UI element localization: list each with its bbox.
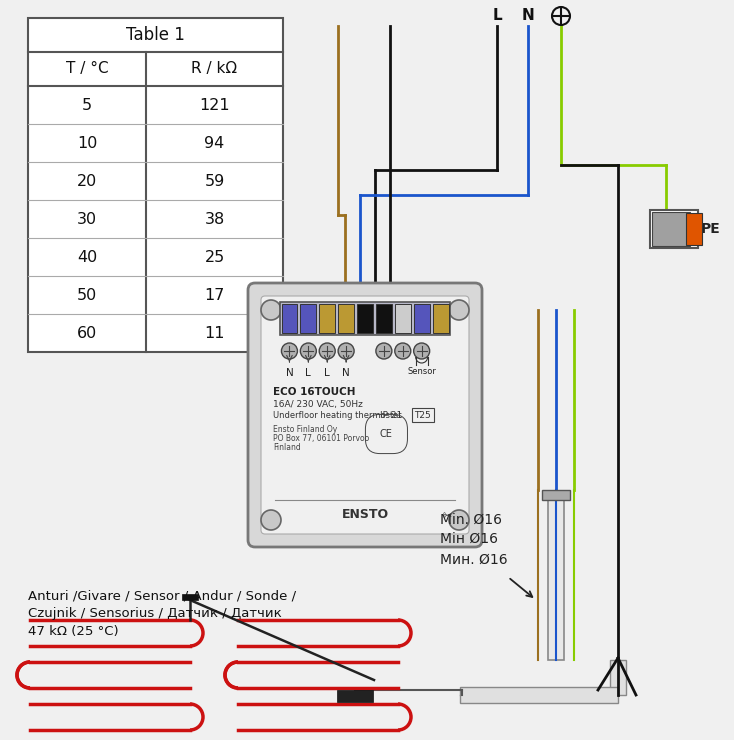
Circle shape: [449, 300, 469, 320]
FancyBboxPatch shape: [248, 283, 482, 547]
Circle shape: [261, 510, 281, 530]
Text: L: L: [305, 368, 311, 378]
Text: 11: 11: [204, 326, 225, 340]
Bar: [610, 660, 626, 695]
Bar: [376, 304, 392, 333]
Text: R / kΩ: R / kΩ: [192, 61, 238, 76]
Bar: [686, 213, 702, 245]
Bar: [650, 210, 698, 248]
Text: Underfloor heating thermostat: Underfloor heating thermostat: [273, 411, 401, 420]
Text: T / °C: T / °C: [65, 61, 109, 76]
Text: Ensto Finland Oy: Ensto Finland Oy: [273, 425, 337, 434]
Text: ECO 16TOUCH: ECO 16TOUCH: [273, 387, 355, 397]
Text: 30: 30: [77, 212, 97, 226]
Circle shape: [449, 510, 469, 530]
Text: 25: 25: [204, 249, 225, 264]
Bar: [542, 490, 570, 500]
Circle shape: [395, 343, 411, 359]
Text: N: N: [522, 8, 534, 24]
Bar: [282, 304, 297, 333]
Bar: [412, 408, 434, 422]
Text: Anturi /Givare / Sensor / Andur / Sonde /: Anturi /Givare / Sensor / Andur / Sonde …: [28, 590, 296, 602]
Text: 94: 94: [204, 135, 225, 150]
Text: Мин. Ø16: Мин. Ø16: [440, 553, 508, 567]
Text: PE: PE: [701, 222, 721, 236]
Text: Czujnik / Sensorius / Датчик / Датчик: Czujnik / Sensorius / Датчик / Датчик: [28, 608, 282, 621]
Bar: [337, 690, 373, 702]
Text: L: L: [324, 368, 330, 378]
Bar: [182, 594, 198, 600]
Circle shape: [261, 300, 281, 320]
Text: 40: 40: [77, 249, 97, 264]
Bar: [338, 304, 354, 333]
Text: 60: 60: [77, 326, 97, 340]
Text: Мін Ø16: Мін Ø16: [440, 533, 498, 547]
Text: Sensor: Sensor: [407, 366, 436, 375]
Bar: [414, 304, 429, 333]
Text: 16A/ 230 VAC, 50Hz: 16A/ 230 VAC, 50Hz: [273, 400, 363, 409]
Circle shape: [414, 343, 429, 359]
Bar: [357, 304, 373, 333]
Bar: [652, 212, 690, 246]
Text: 17: 17: [204, 288, 225, 303]
Text: 50: 50: [77, 288, 97, 303]
Bar: [300, 304, 316, 333]
Text: 38: 38: [204, 212, 225, 226]
Bar: [395, 304, 411, 333]
Text: 47 kΩ (25 °C): 47 kΩ (25 °C): [28, 625, 119, 639]
Text: 10: 10: [77, 135, 97, 150]
Text: 121: 121: [199, 98, 230, 112]
Text: 5: 5: [82, 98, 92, 112]
Bar: [319, 304, 335, 333]
Text: 20: 20: [77, 173, 97, 189]
Text: Table 1: Table 1: [126, 26, 185, 44]
Text: CE: CE: [380, 429, 393, 439]
Text: ENSTO: ENSTO: [341, 508, 388, 520]
Bar: [28, 18, 283, 352]
Text: PO Box 77, 06101 Porvoo: PO Box 77, 06101 Porvoo: [273, 434, 369, 443]
Bar: [432, 304, 448, 333]
Bar: [460, 687, 618, 703]
Circle shape: [338, 343, 354, 359]
Text: L: L: [493, 8, 502, 24]
Text: Finland: Finland: [273, 443, 301, 452]
Text: N: N: [286, 368, 294, 378]
Bar: [548, 500, 564, 660]
FancyBboxPatch shape: [261, 296, 469, 534]
Circle shape: [319, 343, 335, 359]
Text: 59: 59: [204, 173, 225, 189]
Text: IP 21: IP 21: [380, 411, 402, 420]
Circle shape: [300, 343, 316, 359]
Circle shape: [376, 343, 392, 359]
Bar: [280, 302, 450, 335]
Text: ✂: ✂: [443, 511, 451, 521]
Text: T25: T25: [414, 411, 431, 420]
Text: N: N: [342, 368, 350, 378]
Circle shape: [281, 343, 297, 359]
Text: Min. Ø16: Min. Ø16: [440, 513, 502, 527]
